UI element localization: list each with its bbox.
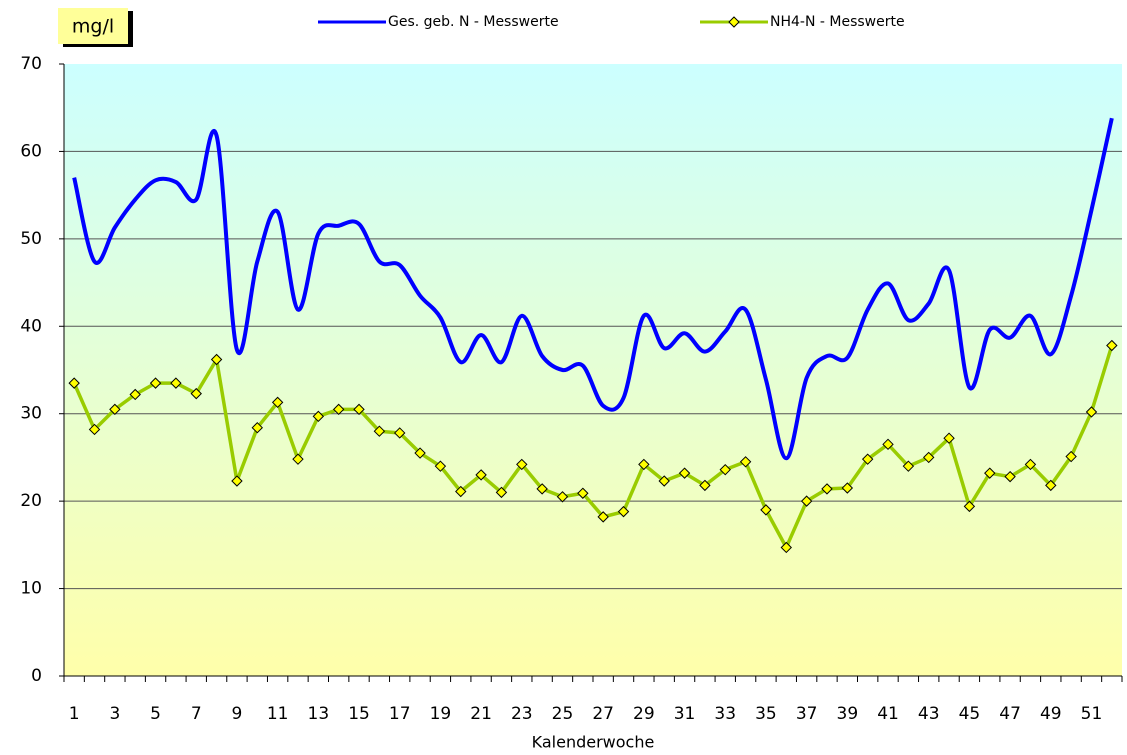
x-tick-label: 33	[714, 704, 736, 724]
legend-label: Ges. geb. N - Messwerte	[388, 14, 559, 30]
marker	[434, 460, 447, 472]
x-tick-label: 13	[308, 704, 330, 724]
marker	[963, 500, 976, 513]
y-tick-label: 10	[20, 579, 42, 599]
x-tick-label: 17	[389, 704, 411, 724]
unit-box	[58, 8, 128, 44]
marker	[841, 482, 854, 494]
marker	[1045, 479, 1057, 492]
x-tick-label: 41	[877, 704, 899, 724]
marker	[1065, 450, 1077, 463]
marker	[984, 467, 996, 479]
marker	[170, 377, 182, 389]
marker	[902, 460, 915, 472]
x-tick-label: 9	[232, 704, 243, 724]
x-tick-label: 7	[191, 704, 202, 724]
marker	[882, 438, 894, 451]
marker	[475, 469, 487, 481]
marker	[455, 485, 467, 498]
x-tick-label: 5	[150, 704, 161, 724]
x-tick-label: 49	[1040, 704, 1062, 724]
y-tick-label: 0	[31, 666, 42, 686]
marker	[536, 483, 548, 495]
marker	[129, 388, 141, 401]
marker	[394, 427, 406, 439]
y-tick-label: 30	[20, 404, 42, 424]
legend-marker	[728, 16, 740, 28]
marker	[231, 475, 243, 487]
x-tick-label: 31	[674, 704, 696, 724]
marker	[739, 456, 752, 468]
marker	[210, 353, 223, 366]
marker	[943, 432, 955, 444]
marker	[617, 505, 630, 518]
x-axis-label: Kalenderwoche	[532, 733, 655, 752]
marker	[271, 396, 284, 409]
marker	[658, 475, 670, 487]
legend-label: NH4-N - Messwerte	[770, 14, 905, 30]
marker	[678, 467, 691, 479]
marker	[821, 483, 833, 495]
marker	[68, 377, 80, 389]
x-tick-label: 3	[109, 704, 120, 724]
marker	[760, 504, 772, 516]
marker	[1106, 339, 1118, 352]
marker	[373, 425, 386, 437]
marker	[251, 421, 263, 434]
x-tick-label: 1	[69, 704, 80, 724]
x-tick-label: 37	[796, 704, 818, 724]
x-tick-label: 15	[348, 704, 370, 724]
x-tick-label: 29	[633, 704, 655, 724]
x-tick-label: 23	[511, 704, 533, 724]
x-tick-label: 51	[1081, 704, 1103, 724]
marker	[699, 479, 711, 492]
series-line	[72, 117, 1114, 461]
marker	[577, 487, 589, 499]
marker	[1085, 406, 1098, 418]
x-tick-label: 25	[552, 704, 574, 724]
x-tick-label: 11	[267, 704, 289, 724]
marker	[923, 451, 935, 464]
marker	[597, 511, 609, 523]
x-tick-label: 35	[755, 704, 777, 724]
marker	[516, 458, 528, 471]
y-tick-label: 60	[20, 141, 42, 161]
x-tick-label: 43	[918, 704, 940, 724]
marker	[556, 491, 569, 503]
marker	[780, 541, 792, 554]
x-tick-label: 27	[592, 704, 614, 724]
marker	[861, 453, 874, 465]
x-tick-label: 45	[959, 704, 981, 724]
marker	[292, 453, 304, 465]
marker	[495, 486, 508, 499]
marker	[312, 410, 325, 423]
marker	[1004, 470, 1016, 483]
x-tick-label: 19	[430, 704, 452, 724]
marker	[638, 458, 650, 471]
y-tick-label: 40	[20, 316, 42, 336]
y-tick-label: 70	[20, 54, 42, 74]
plot-area	[64, 64, 1122, 676]
marker	[109, 403, 121, 416]
y-tick-label: 20	[20, 491, 42, 511]
x-tick-label: 47	[999, 704, 1021, 724]
marker	[800, 495, 813, 507]
marker	[88, 423, 101, 436]
marker	[332, 403, 345, 416]
y-tick-label: 50	[20, 229, 42, 249]
marker	[190, 387, 202, 400]
x-tick-label: 21	[470, 704, 492, 724]
marker	[353, 403, 365, 416]
marker	[719, 463, 731, 476]
marker	[1024, 458, 1037, 471]
x-tick-label: 39	[837, 704, 859, 724]
marker	[149, 377, 162, 389]
series-line	[72, 345, 1114, 550]
y-axis-label: mg/l	[72, 16, 114, 38]
marker	[414, 447, 426, 459]
